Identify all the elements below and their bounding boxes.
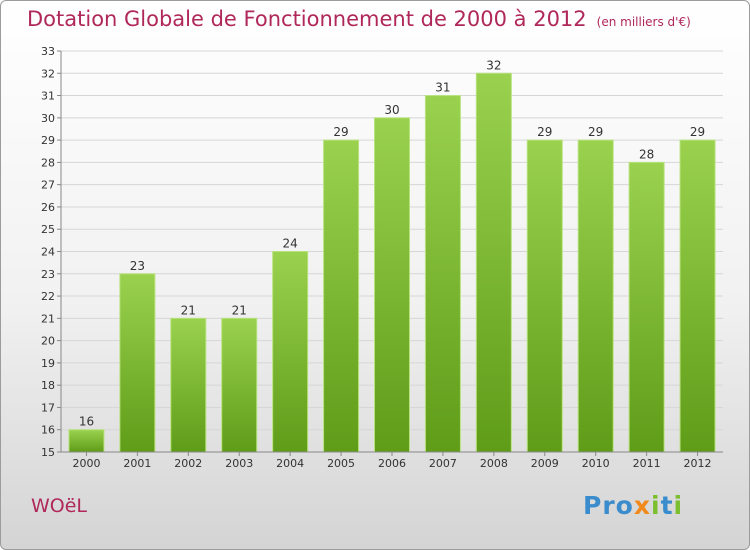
logo-letter: o bbox=[615, 491, 634, 520]
logo-letter: i bbox=[673, 491, 684, 520]
bar-2010 bbox=[577, 139, 614, 453]
chart-title: Dotation Globale de Fonctionnement de 20… bbox=[27, 7, 691, 31]
data-label-2011: 28 bbox=[639, 147, 654, 161]
logo-letter: P bbox=[583, 491, 603, 520]
data-label-2006: 30 bbox=[384, 103, 399, 117]
x-tick-label-2007: 2007 bbox=[429, 457, 457, 470]
labels: 15 16 17 18 19 20 21 22 23 24 25 26 27 28 29 30 31 32 33 16… bbox=[41, 45, 712, 470]
data-label-2003: 21 bbox=[232, 303, 247, 317]
bar-2012 bbox=[679, 139, 716, 453]
bar-2009 bbox=[526, 139, 563, 453]
y-tick-label: 33 bbox=[41, 45, 55, 58]
x-tick-label-2004: 2004 bbox=[276, 457, 304, 470]
bar-2007 bbox=[424, 95, 461, 453]
data-label-2009: 29 bbox=[537, 125, 552, 139]
bar-2003 bbox=[221, 317, 258, 453]
chart-unit: (en milliers d'€) bbox=[596, 15, 691, 29]
y-tick-label: 26 bbox=[41, 201, 55, 214]
logo-letter: i bbox=[651, 491, 661, 520]
bars bbox=[68, 72, 716, 453]
y-tick-label: 32 bbox=[41, 67, 55, 80]
logo-letter: x bbox=[633, 491, 651, 520]
x-tick-label-2010: 2010 bbox=[582, 457, 610, 470]
x-tick-label-2001: 2001 bbox=[123, 457, 151, 470]
data-label-2004: 24 bbox=[283, 237, 298, 251]
bar-2002 bbox=[170, 317, 207, 453]
y-tick-label: 25 bbox=[41, 223, 55, 236]
data-label-2001: 23 bbox=[130, 259, 145, 273]
proxiti-logo: Proxiti bbox=[583, 491, 683, 520]
bar-2004 bbox=[272, 251, 309, 453]
x-tick-label-2011: 2011 bbox=[633, 457, 661, 470]
x-tick-label-2005: 2005 bbox=[327, 457, 355, 470]
y-tick-label: 21 bbox=[41, 312, 55, 325]
y-tick-label: 31 bbox=[41, 90, 55, 103]
data-label-2008: 32 bbox=[486, 58, 501, 72]
y-tick-label: 30 bbox=[41, 112, 55, 125]
bar-2000 bbox=[68, 429, 105, 453]
x-tick-label-2003: 2003 bbox=[225, 457, 253, 470]
x-tick-label-2000: 2000 bbox=[72, 457, 100, 470]
x-tick-label-2009: 2009 bbox=[531, 457, 559, 470]
bar-2005 bbox=[323, 139, 360, 453]
y-tick-label: 15 bbox=[41, 446, 55, 459]
bar-2001 bbox=[119, 273, 156, 453]
logo-letter: t bbox=[660, 491, 674, 520]
data-label-2002: 21 bbox=[181, 303, 196, 317]
y-tick-label: 22 bbox=[41, 290, 55, 303]
data-label-2005: 29 bbox=[333, 125, 348, 139]
data-label-2010: 29 bbox=[588, 125, 603, 139]
y-tick-label: 20 bbox=[41, 335, 55, 348]
data-label-2012: 29 bbox=[690, 125, 705, 139]
axes bbox=[57, 50, 723, 456]
y-tick-label: 16 bbox=[41, 424, 55, 437]
y-tick-label: 27 bbox=[41, 179, 55, 192]
x-tick-label-2006: 2006 bbox=[378, 457, 406, 470]
y-tick-label: 24 bbox=[41, 246, 55, 259]
bar-2011 bbox=[628, 161, 665, 453]
y-tick-label: 28 bbox=[41, 156, 55, 169]
logo-letter: r bbox=[602, 491, 616, 520]
y-tick-label: 29 bbox=[41, 134, 55, 147]
x-tick-label-2008: 2008 bbox=[480, 457, 508, 470]
bar-2008 bbox=[475, 72, 512, 453]
y-tick-label: 17 bbox=[41, 401, 55, 414]
y-tick-label: 23 bbox=[41, 268, 55, 281]
y-tick-label: 19 bbox=[41, 357, 55, 370]
x-tick-label-2002: 2002 bbox=[174, 457, 202, 470]
commune-name: WOëL bbox=[31, 495, 88, 517]
chart-title-text: Dotation Globale de Fonctionnement de 20… bbox=[27, 7, 587, 31]
data-label-2000: 16 bbox=[79, 415, 94, 429]
bar-2006 bbox=[374, 117, 410, 453]
x-tick-label-2012: 2012 bbox=[684, 457, 712, 470]
data-label-2007: 31 bbox=[435, 81, 450, 95]
y-tick-label: 18 bbox=[41, 379, 55, 392]
